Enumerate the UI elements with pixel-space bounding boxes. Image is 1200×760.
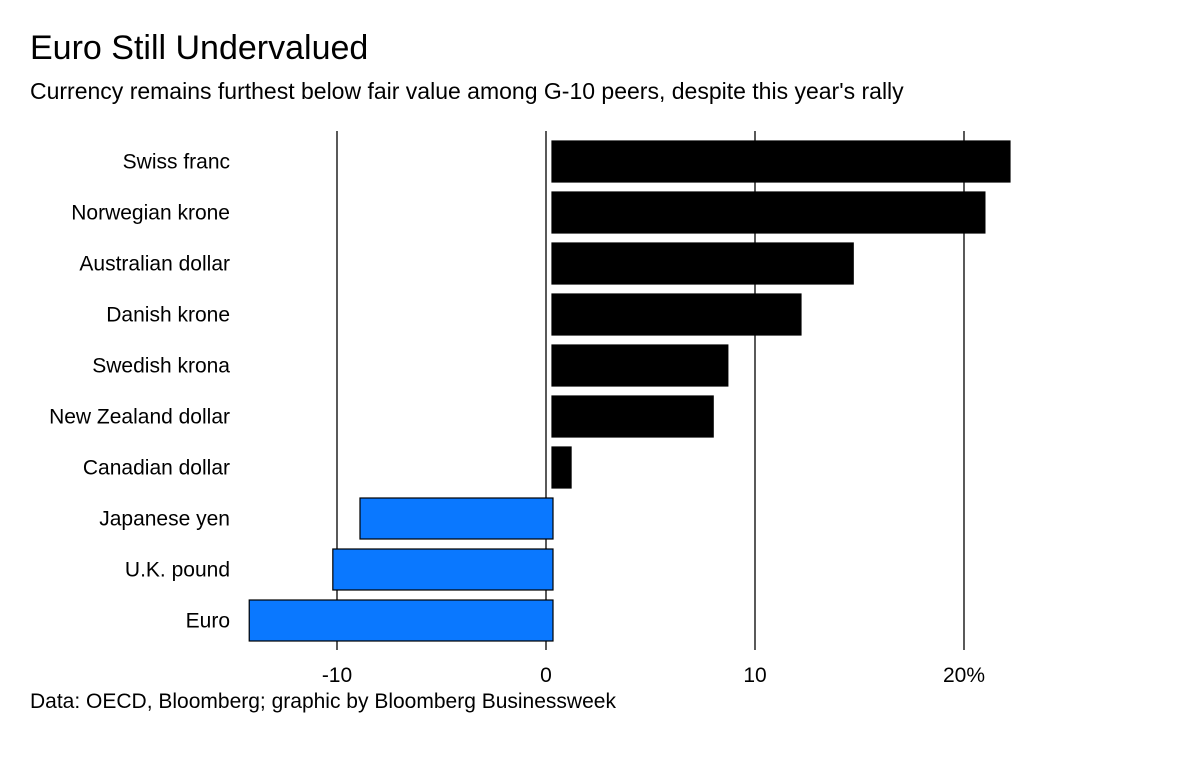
chart-subtitle: Currency remains furthest below fair val… bbox=[30, 78, 904, 104]
source-note: Data: OECD, Bloomberg; graphic by Bloomb… bbox=[30, 690, 616, 713]
bar bbox=[332, 548, 554, 591]
bar bbox=[551, 344, 729, 387]
bars bbox=[248, 140, 1011, 642]
category-label: Norwegian krone bbox=[71, 202, 230, 225]
tick-label: 20% bbox=[943, 664, 985, 687]
category-label: New Zealand dollar bbox=[49, 406, 230, 429]
category-label: Euro bbox=[186, 610, 230, 633]
category-labels: Swiss franc Norwegian krone Australian dol… bbox=[49, 151, 230, 633]
bar bbox=[359, 497, 554, 540]
category-label: Australian dollar bbox=[79, 253, 230, 276]
category-label: U.K. pound bbox=[125, 559, 230, 582]
category-label: Danish krone bbox=[106, 304, 230, 327]
tick-label: 0 bbox=[540, 664, 552, 687]
bar bbox=[551, 446, 572, 489]
category-label: Swiss franc bbox=[123, 151, 230, 174]
bar bbox=[551, 242, 854, 285]
tick-labels: -10 0 10 20% bbox=[322, 664, 985, 687]
bar bbox=[248, 599, 554, 642]
bar bbox=[551, 293, 802, 336]
bar bbox=[551, 140, 1011, 183]
category-label: Canadian dollar bbox=[83, 457, 230, 480]
chart-title: Euro Still Undervalued bbox=[30, 29, 369, 67]
tick-label: 10 bbox=[743, 664, 766, 687]
category-label: Japanese yen bbox=[99, 508, 230, 531]
tick-label: -10 bbox=[322, 664, 352, 687]
bar bbox=[551, 395, 714, 438]
bar bbox=[551, 191, 986, 234]
category-label: Swedish krona bbox=[92, 355, 230, 378]
